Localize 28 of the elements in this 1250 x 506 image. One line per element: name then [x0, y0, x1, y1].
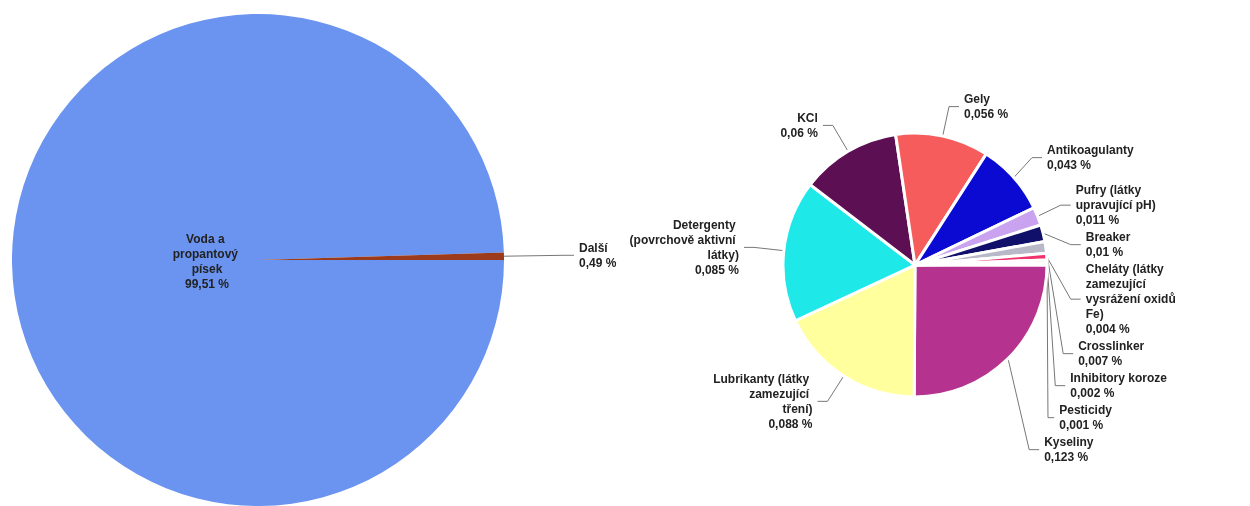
- slice-label: Pufry (látky upravující pH): [1075, 183, 1156, 213]
- slice-label: Gely: [964, 92, 991, 107]
- data-label: 0,01 %: [1085, 245, 1124, 260]
- data-label: 0,06 %: [780, 125, 819, 140]
- slice-label: Crosslinker: [1078, 339, 1145, 354]
- data-label: 0,004 %: [1085, 322, 1131, 337]
- slice-label: Kyseliny: [1044, 435, 1094, 450]
- slice-label: Cheláty (látky zamezující vysrážení oxidů Fe): [1085, 262, 1180, 322]
- data-label: 0,002 %: [1070, 386, 1115, 401]
- data-label: 0,043 %: [1047, 158, 1092, 173]
- slice-label: Voda a propantový písek: [172, 232, 242, 277]
- slice-label: Inhibitory koroze: [1070, 371, 1168, 386]
- slice-label: Antikoagulanty: [1047, 143, 1134, 158]
- data-label: 0,085 %: [694, 262, 740, 277]
- slice-label: Další: [578, 240, 609, 255]
- slice-label: Pesticidy: [1059, 403, 1113, 418]
- slice-label: KCl: [797, 110, 818, 125]
- data-label: 0,007 %: [1078, 354, 1123, 369]
- slice-label: Breaker: [1085, 230, 1131, 245]
- data-label: 0,001 %: [1059, 418, 1104, 433]
- data-label: 0,011 %: [1075, 213, 1120, 228]
- data-label: 99,51 %: [184, 277, 230, 292]
- data-label: 0,123 %: [1044, 450, 1089, 465]
- slice-label: Detergenty (povrchově aktivní látky): [629, 217, 739, 262]
- data-label: 0,49 %: [578, 255, 617, 270]
- slice-label: Lubrikanty (látky zamezující tření): [713, 371, 813, 416]
- data-label: 0,088 %: [768, 416, 813, 431]
- data-label: 0,056 %: [964, 107, 1009, 122]
